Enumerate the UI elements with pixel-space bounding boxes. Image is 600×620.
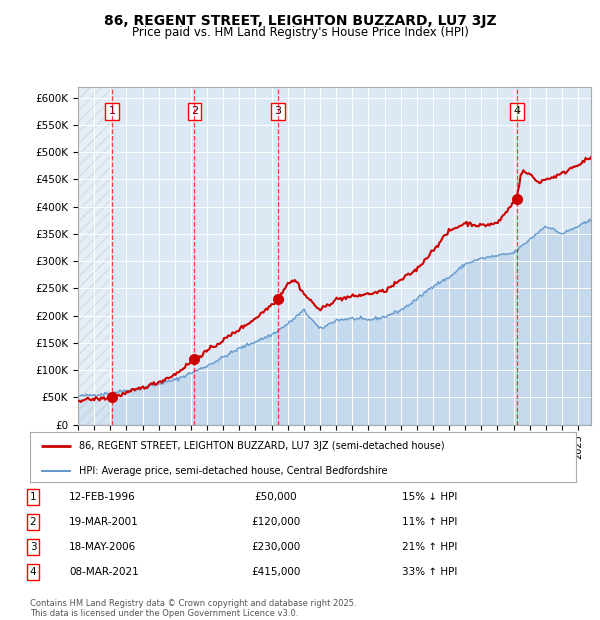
Text: 19-MAR-2001: 19-MAR-2001 — [69, 517, 139, 527]
Text: 1: 1 — [109, 106, 116, 117]
Bar — [78, 87, 112, 425]
Text: 15% ↓ HPI: 15% ↓ HPI — [402, 492, 457, 502]
Text: 33% ↑ HPI: 33% ↑ HPI — [402, 567, 457, 577]
Text: 3: 3 — [29, 542, 37, 552]
Text: Price paid vs. HM Land Registry's House Price Index (HPI): Price paid vs. HM Land Registry's House … — [131, 26, 469, 39]
Text: Contains HM Land Registry data © Crown copyright and database right 2025.
This d: Contains HM Land Registry data © Crown c… — [30, 599, 356, 618]
Text: 86, REGENT STREET, LEIGHTON BUZZARD, LU7 3JZ: 86, REGENT STREET, LEIGHTON BUZZARD, LU7… — [104, 14, 496, 28]
Text: 18-MAY-2006: 18-MAY-2006 — [69, 542, 136, 552]
Text: 08-MAR-2021: 08-MAR-2021 — [69, 567, 139, 577]
Text: 2: 2 — [191, 106, 198, 117]
Text: £415,000: £415,000 — [251, 567, 301, 577]
Text: 4: 4 — [513, 106, 520, 117]
Text: 2: 2 — [29, 517, 37, 527]
Text: 4: 4 — [29, 567, 37, 577]
Text: £120,000: £120,000 — [251, 517, 301, 527]
Text: £230,000: £230,000 — [251, 542, 301, 552]
Text: 21% ↑ HPI: 21% ↑ HPI — [402, 542, 457, 552]
Text: 3: 3 — [274, 106, 281, 117]
Text: 12-FEB-1996: 12-FEB-1996 — [69, 492, 136, 502]
Text: HPI: Average price, semi-detached house, Central Bedfordshire: HPI: Average price, semi-detached house,… — [79, 466, 388, 476]
Text: 1: 1 — [29, 492, 37, 502]
Text: 11% ↑ HPI: 11% ↑ HPI — [402, 517, 457, 527]
Text: £50,000: £50,000 — [254, 492, 298, 502]
Text: 86, REGENT STREET, LEIGHTON BUZZARD, LU7 3JZ (semi-detached house): 86, REGENT STREET, LEIGHTON BUZZARD, LU7… — [79, 441, 445, 451]
